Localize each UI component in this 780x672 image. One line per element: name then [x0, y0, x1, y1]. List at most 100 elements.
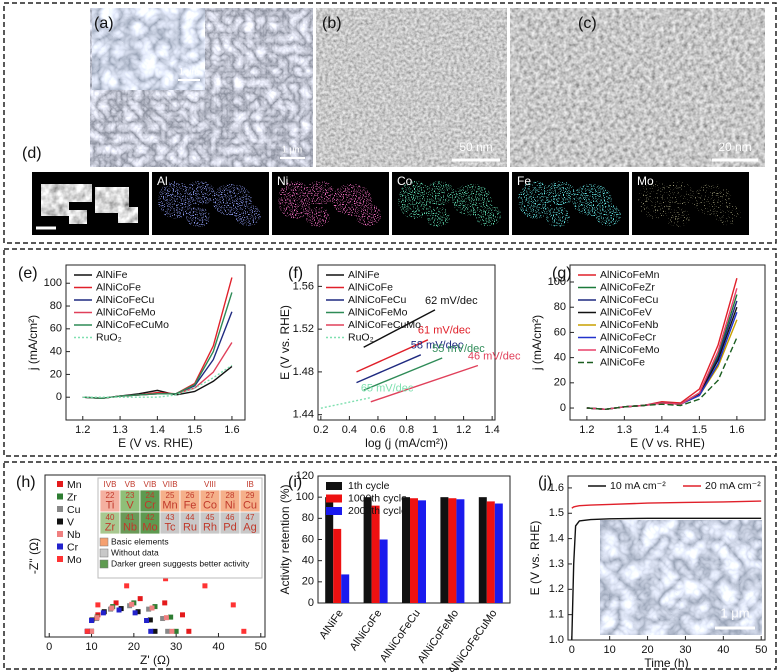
element-number: 46	[226, 513, 235, 522]
element-symbol: Cr	[144, 499, 156, 511]
y-axis-title: j (mA/cm²)	[26, 315, 40, 371]
y-tick-label: 1.3	[549, 558, 564, 570]
data-point	[163, 576, 169, 582]
data-point	[129, 601, 135, 607]
group-label: IVB	[104, 480, 117, 489]
legend-label: 2000th cycle	[348, 505, 407, 517]
bar	[325, 497, 334, 603]
data-point	[124, 583, 130, 589]
legend-label: AlNiCoFeMo	[348, 306, 408, 318]
particle	[41, 184, 69, 216]
data-point	[146, 606, 152, 612]
legend-label: AlNiCoFe	[96, 281, 141, 293]
data-point	[168, 614, 174, 620]
panel-label: (j)	[538, 474, 552, 491]
data-point	[113, 600, 119, 606]
particle	[69, 210, 87, 224]
element-symbol: Fe	[184, 499, 197, 511]
legend-swatch	[57, 493, 63, 500]
bar	[402, 497, 410, 603]
legend-swatch	[57, 556, 63, 562]
x-tick-label: 10	[604, 644, 616, 656]
panel-label: (e)	[18, 265, 38, 282]
data-point	[100, 610, 106, 616]
series-line	[571, 517, 762, 641]
y-tick-label: 60	[554, 326, 566, 338]
data-point	[152, 604, 158, 610]
panel-label: (g)	[552, 265, 572, 282]
legend-label: AlNiCoFeMn	[600, 269, 660, 281]
element-number: 41	[126, 513, 135, 522]
group-label: VIB	[144, 480, 157, 489]
legend-swatch	[57, 518, 63, 525]
bar	[478, 497, 487, 603]
x-tick-label: 0.4	[342, 424, 357, 436]
element-number: 23	[126, 491, 135, 500]
data-point	[169, 628, 175, 634]
element-number: 28	[226, 491, 235, 500]
data-point	[109, 605, 115, 611]
element-number: 43	[166, 513, 175, 522]
legend-label: 10 mA cm⁻²	[610, 480, 666, 492]
x-axis-title: Z' (Ω)	[140, 653, 170, 667]
data-point	[160, 616, 166, 622]
y-tick-label: 20	[50, 368, 62, 380]
tem-image	[510, 8, 765, 167]
data-point	[95, 602, 101, 608]
bar	[341, 574, 350, 603]
y-tick-label: 80	[302, 512, 314, 524]
bar	[379, 539, 388, 603]
y-tick-label: 1.5	[549, 507, 564, 519]
data-point	[116, 607, 122, 613]
y-tick-label: 1.0	[549, 634, 564, 646]
particle	[95, 187, 129, 213]
series-line	[82, 364, 233, 398]
element-symbol: Tc	[165, 521, 177, 533]
data-point	[180, 612, 185, 618]
data-point	[162, 600, 168, 606]
sem-inset	[600, 520, 762, 635]
series-line	[586, 288, 738, 411]
panel-label: (i)	[288, 474, 302, 491]
key-label: Basic elements	[111, 536, 169, 546]
y-tick-label: 0	[308, 597, 314, 609]
particles	[41, 184, 138, 224]
category-label: AlNiCoFe	[348, 608, 385, 653]
x-tick-label: 1.2	[579, 424, 594, 436]
legend-label: Nb	[67, 529, 81, 541]
y-tick-label: 0	[56, 391, 62, 403]
element-symbol: Ru	[183, 521, 197, 533]
y-tick-label: 120	[296, 470, 314, 482]
bar	[333, 528, 342, 603]
element-label: Co	[397, 174, 413, 188]
legend-label: AlNiCoFeCuMo	[348, 319, 421, 331]
data-point	[202, 583, 208, 589]
y-axis-title: Activity retention (%)	[278, 484, 292, 594]
element-number: 27	[206, 491, 215, 500]
slope-label: 46 mV/dec	[468, 350, 521, 362]
y-axis-title: j (mA/cm²)	[530, 315, 544, 371]
legend-label: AlNiCoFeCu	[96, 294, 155, 306]
x-tick-label: 30	[679, 644, 691, 656]
y-tick-label: 60	[302, 533, 314, 545]
panel-label: (f)	[288, 265, 303, 282]
slope-label: 61 mV/dec	[418, 325, 471, 337]
x-tick-label: 1.4	[150, 424, 165, 436]
element-symbol: Nb	[123, 521, 137, 533]
x-tick-label: 1.5	[692, 424, 707, 436]
y-axis-title: E (V vs. RHE)	[278, 305, 292, 380]
element-label: Mo	[637, 174, 654, 188]
legend-label: AlNiCoFeV	[600, 306, 652, 318]
element-symbol: Pd	[223, 521, 236, 533]
scale-label: 1 μm	[282, 144, 302, 154]
sem-inset	[91, 7, 206, 91]
group-label: IB	[246, 480, 254, 489]
legend-swatch	[326, 482, 342, 490]
y-tick-label: 40	[554, 352, 566, 364]
x-tick-label: 10	[85, 641, 97, 653]
legend-label: 1th cycle	[348, 480, 390, 492]
scale-label: 50 nm	[459, 140, 492, 154]
tem-image	[316, 8, 507, 167]
plot-frame	[569, 264, 766, 421]
series-line	[586, 337, 738, 411]
